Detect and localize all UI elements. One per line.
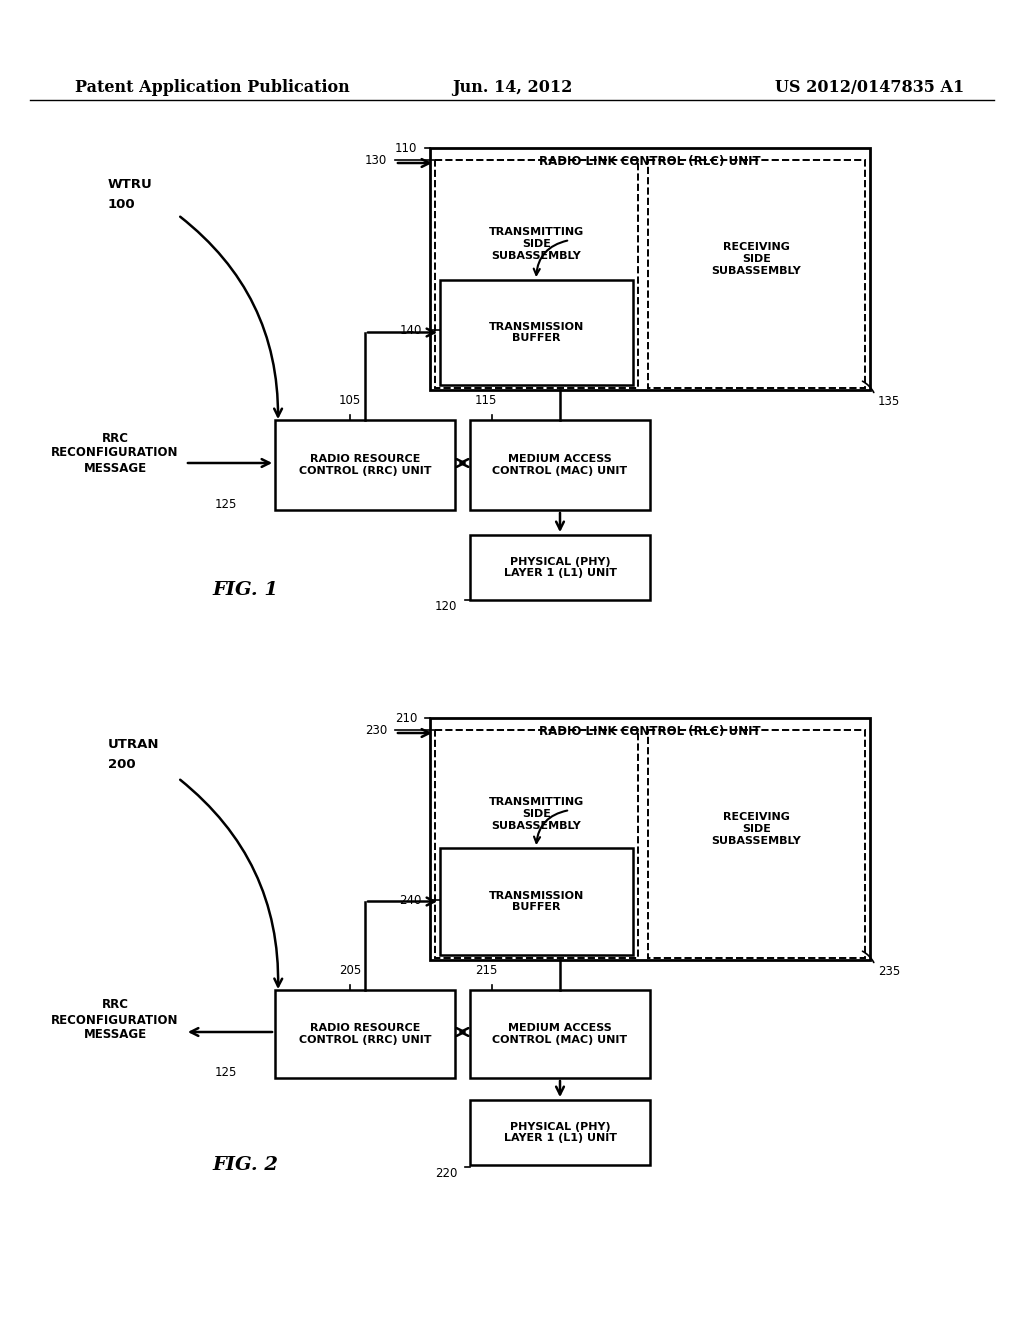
Bar <box>440 280 633 385</box>
Text: Patent Application Publication: Patent Application Publication <box>75 79 350 96</box>
Bar <box>470 990 650 1078</box>
Text: 110: 110 <box>394 141 417 154</box>
Bar <box>470 1100 650 1166</box>
Text: 125: 125 <box>215 499 238 511</box>
Text: 220: 220 <box>434 1167 457 1180</box>
Text: Jun. 14, 2012: Jun. 14, 2012 <box>452 79 572 96</box>
Bar <box>435 160 638 388</box>
Text: RADIO RESOURCE
CONTROL (RRC) UNIT: RADIO RESOURCE CONTROL (RRC) UNIT <box>299 1023 431 1045</box>
Text: 125: 125 <box>215 1065 238 1078</box>
Text: TRANSMITTING
SIDE
SUBASSEMBLY: TRANSMITTING SIDE SUBASSEMBLY <box>488 797 584 830</box>
Bar <box>275 420 455 510</box>
Text: 205: 205 <box>339 964 361 977</box>
Text: FIG. 1: FIG. 1 <box>212 581 278 599</box>
Text: RADIO RESOURCE
CONTROL (RRC) UNIT: RADIO RESOURCE CONTROL (RRC) UNIT <box>299 454 431 475</box>
Text: 135: 135 <box>878 395 900 408</box>
Text: RADIO LINK CONTROL (RLC) UNIT: RADIO LINK CONTROL (RLC) UNIT <box>540 156 761 169</box>
Bar <box>648 730 865 958</box>
Text: 240: 240 <box>399 894 422 907</box>
Bar <box>275 990 455 1078</box>
Text: TRANSMISSION
BUFFER: TRANSMISSION BUFFER <box>488 891 584 912</box>
Text: 120: 120 <box>434 601 457 612</box>
Text: RRC
RECONFIGURATION
MESSAGE: RRC RECONFIGURATION MESSAGE <box>51 998 179 1041</box>
Text: 230: 230 <box>365 723 387 737</box>
Text: 115: 115 <box>475 393 498 407</box>
Text: US 2012/0147835 A1: US 2012/0147835 A1 <box>775 79 964 96</box>
Text: FIG. 2: FIG. 2 <box>212 1156 278 1173</box>
Bar <box>440 847 633 954</box>
Text: 140: 140 <box>399 323 422 337</box>
Bar <box>470 420 650 510</box>
Bar <box>430 718 870 960</box>
Text: 215: 215 <box>475 964 498 977</box>
Text: 235: 235 <box>878 965 900 978</box>
Text: RRC
RECONFIGURATION
MESSAGE: RRC RECONFIGURATION MESSAGE <box>51 432 179 474</box>
Text: RADIO LINK CONTROL (RLC) UNIT: RADIO LINK CONTROL (RLC) UNIT <box>540 726 761 738</box>
Text: 130: 130 <box>365 153 387 166</box>
Bar <box>435 730 638 958</box>
Text: 105: 105 <box>339 393 361 407</box>
Text: 100: 100 <box>108 198 135 211</box>
Text: MEDIUM ACCESS
CONTROL (MAC) UNIT: MEDIUM ACCESS CONTROL (MAC) UNIT <box>493 454 628 475</box>
Text: RECEIVING
SIDE
SUBASSEMBLY: RECEIVING SIDE SUBASSEMBLY <box>712 243 802 276</box>
Bar <box>470 535 650 601</box>
Bar <box>430 148 870 389</box>
Text: WTRU: WTRU <box>108 178 153 191</box>
Text: RECEIVING
SIDE
SUBASSEMBLY: RECEIVING SIDE SUBASSEMBLY <box>712 812 802 846</box>
Text: 200: 200 <box>108 759 135 771</box>
Text: PHYSICAL (PHY)
LAYER 1 (L1) UNIT: PHYSICAL (PHY) LAYER 1 (L1) UNIT <box>504 557 616 578</box>
Bar <box>648 160 865 388</box>
Text: 210: 210 <box>394 711 417 725</box>
Text: PHYSICAL (PHY)
LAYER 1 (L1) UNIT: PHYSICAL (PHY) LAYER 1 (L1) UNIT <box>504 1122 616 1143</box>
Text: TRANSMITTING
SIDE
SUBASSEMBLY: TRANSMITTING SIDE SUBASSEMBLY <box>488 227 584 260</box>
Text: UTRAN: UTRAN <box>108 738 160 751</box>
Text: TRANSMISSION
BUFFER: TRANSMISSION BUFFER <box>488 322 584 343</box>
Text: MEDIUM ACCESS
CONTROL (MAC) UNIT: MEDIUM ACCESS CONTROL (MAC) UNIT <box>493 1023 628 1045</box>
